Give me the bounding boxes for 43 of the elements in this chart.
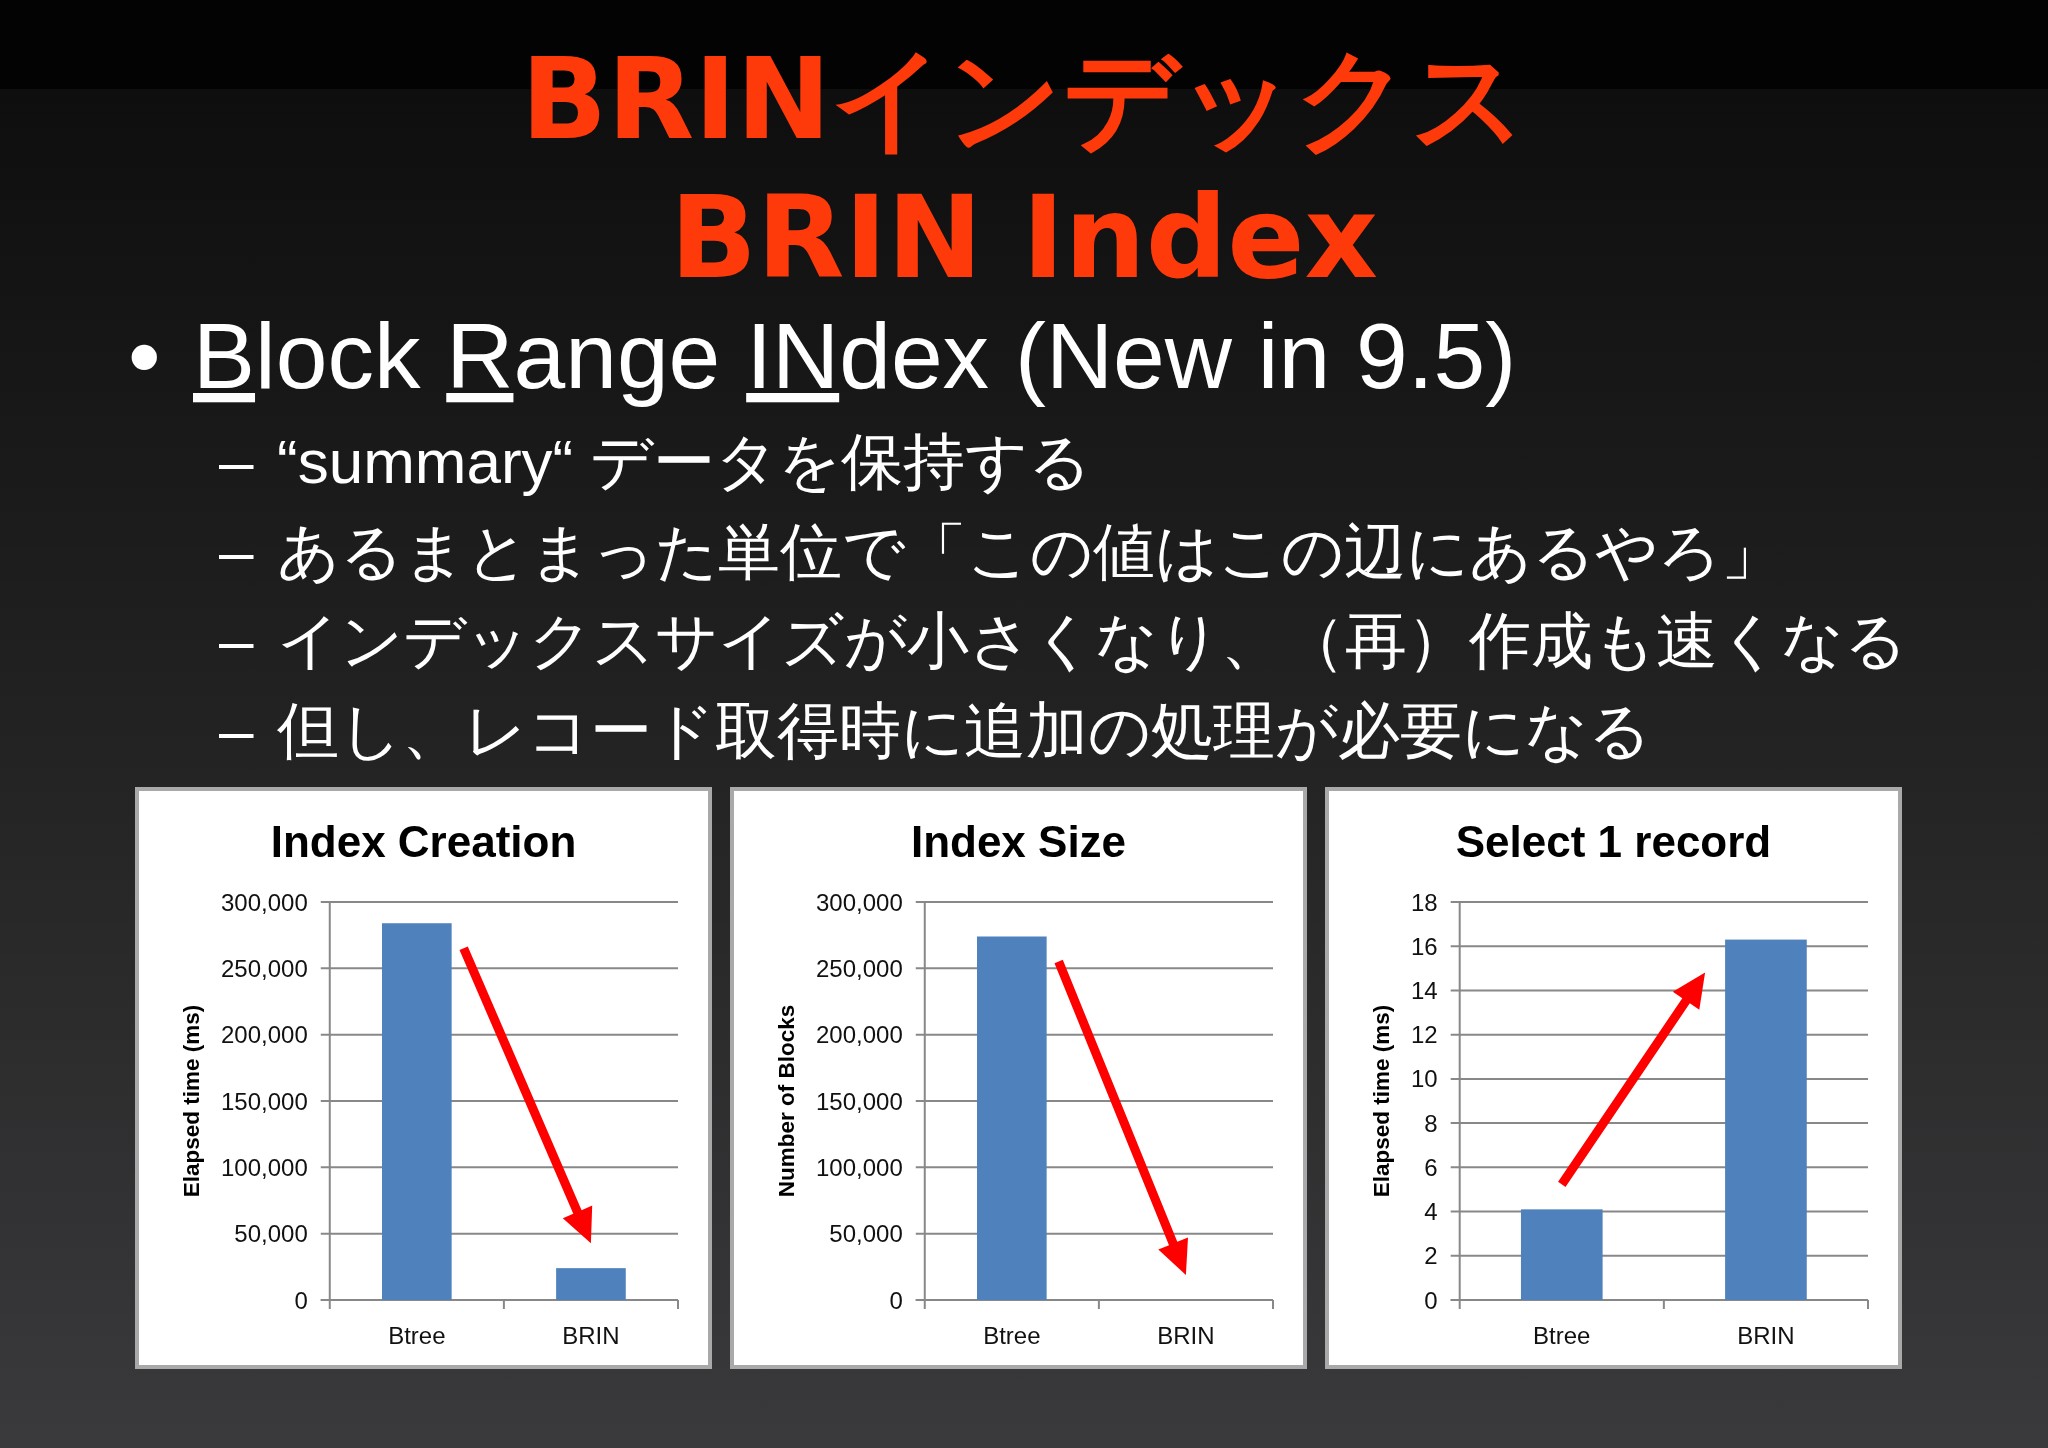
y-axis-title: Number of Blocks (773, 1004, 799, 1198)
text: – あるまとまった単位で「この値はこの辺にあるやろ」 (219, 516, 1783, 586)
x-tick-label: Btree (388, 1322, 446, 1349)
y-tick-label: 100,000 (816, 1153, 903, 1181)
y-tick-label: 4 (1424, 1198, 1438, 1226)
y-tick-label: 300,000 (816, 888, 903, 916)
y-tick-label: 10 (1411, 1065, 1438, 1093)
x-tick-label: BRIN (1157, 1322, 1215, 1349)
y-axis-title: Elapsed time (ms) (1368, 1004, 1394, 1198)
y-tick-label: 8 (1424, 1109, 1438, 1137)
y-tick-label: 0 (294, 1286, 308, 1314)
y-tick-label: 200,000 (221, 1021, 308, 1049)
text: BRIN Index (669, 171, 1379, 304)
y-tick-label: 250,000 (221, 954, 308, 982)
y-tick-label: 50,000 (829, 1220, 903, 1248)
x-tick-label: BRIN (1737, 1322, 1795, 1349)
chart-title: Select 1 record (1455, 817, 1772, 866)
text: BRINインデックス (521, 33, 1527, 165)
x-tick-label: BRIN (562, 1322, 620, 1349)
x-tick-label: Btree (1533, 1322, 1591, 1349)
x-tick-label: Btree (983, 1322, 1041, 1349)
y-tick-label: 250,000 (816, 954, 903, 982)
y-tick-label: 18 (1411, 888, 1438, 916)
y-tick-label: 150,000 (221, 1087, 308, 1115)
text: – インデックスサイズが小さくなり、（再）作成も速くなる (219, 606, 1907, 675)
y-tick-label: 100,000 (221, 1153, 308, 1181)
chart-title: Index Size (910, 817, 1127, 866)
y-tick-label: 0 (889, 1286, 903, 1314)
y-tick-label: 14 (1411, 976, 1438, 1004)
y-tick-label: 0 (1424, 1286, 1438, 1314)
text: – “summary“ データを保持する (219, 427, 1092, 496)
y-tick-label: 150,000 (816, 1087, 903, 1115)
y-tick-label: 300,000 (221, 888, 308, 916)
y-tick-label: 16 (1411, 932, 1438, 960)
y-tick-label: 200,000 (816, 1021, 903, 1049)
y-tick-label: 6 (1424, 1153, 1438, 1181)
chart-title: Index Creation (270, 817, 577, 866)
text: • Block Range INdex (New in 9.5) (128, 304, 1517, 408)
text: – 但し、レコード取得時に追加の処理が必要になる (219, 695, 1651, 765)
y-tick-label: 2 (1424, 1242, 1438, 1270)
y-tick-label: 12 (1411, 1021, 1438, 1049)
y-axis-title: Elapsed time (ms) (178, 1004, 204, 1198)
y-tick-label: 50,000 (234, 1220, 308, 1248)
